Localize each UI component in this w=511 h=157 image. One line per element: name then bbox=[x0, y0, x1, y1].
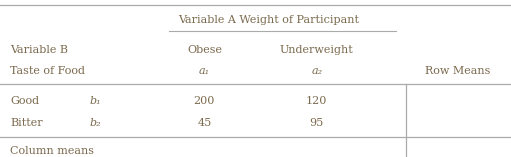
Text: Good: Good bbox=[10, 96, 39, 106]
Text: 45: 45 bbox=[197, 118, 212, 128]
Text: b₁: b₁ bbox=[89, 96, 101, 106]
Text: Underweight: Underweight bbox=[280, 45, 354, 55]
Text: a₂: a₂ bbox=[311, 66, 322, 76]
Text: Row Means: Row Means bbox=[425, 66, 490, 76]
Text: Bitter: Bitter bbox=[10, 118, 43, 128]
Text: 95: 95 bbox=[310, 118, 324, 128]
Text: 200: 200 bbox=[194, 96, 215, 106]
Text: Variable B: Variable B bbox=[10, 45, 68, 55]
Text: Obese: Obese bbox=[187, 45, 222, 55]
Text: a₁: a₁ bbox=[199, 66, 210, 76]
Text: b₂: b₂ bbox=[89, 118, 101, 128]
Text: Variable A Weight of Participant: Variable A Weight of Participant bbox=[178, 15, 359, 25]
Text: Taste of Food: Taste of Food bbox=[10, 66, 85, 76]
Text: Column means: Column means bbox=[10, 146, 94, 156]
Text: 120: 120 bbox=[306, 96, 328, 106]
